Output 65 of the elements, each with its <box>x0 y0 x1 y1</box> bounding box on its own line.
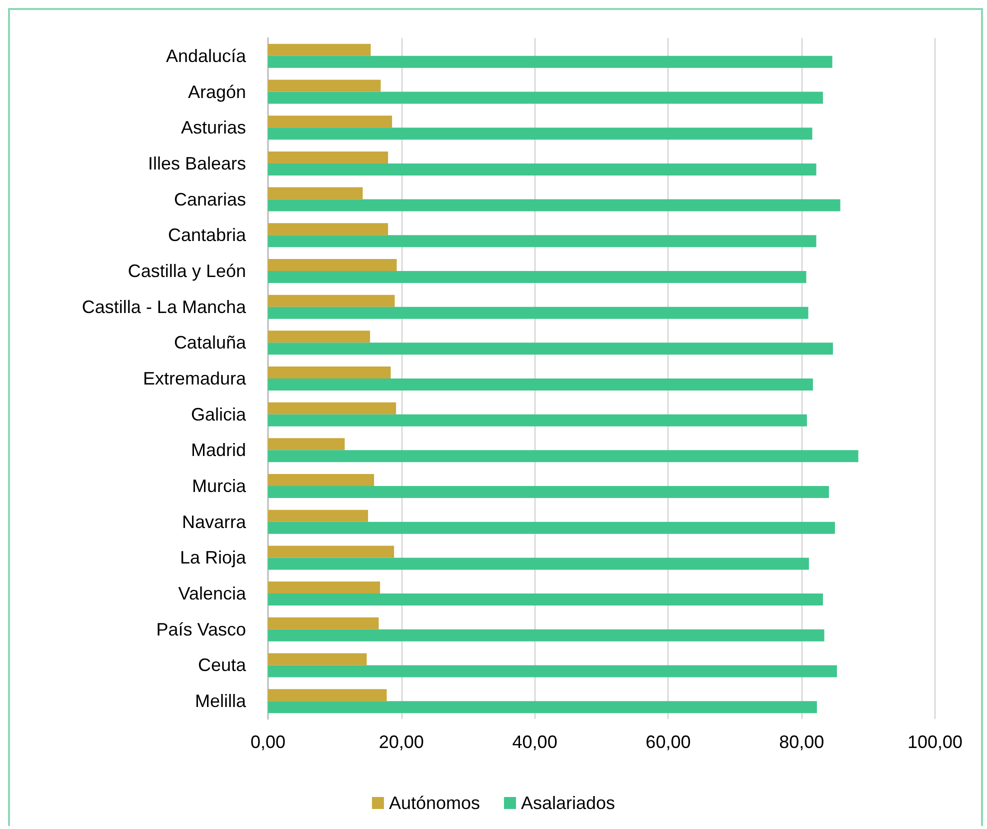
y-tick-label: Murcia <box>192 476 247 496</box>
y-tick-label: Illes Balears <box>148 153 246 174</box>
y-tick-label: Andalucía <box>166 46 247 66</box>
y-tick-label: Aragón <box>188 82 246 102</box>
bar <box>268 414 807 426</box>
bar <box>268 56 832 68</box>
bar <box>268 617 379 630</box>
bar <box>268 163 816 176</box>
y-tick-label: Navarra <box>182 512 247 532</box>
bar <box>268 223 388 236</box>
bar <box>268 44 371 56</box>
bar <box>268 665 837 678</box>
bar <box>268 594 823 606</box>
y-tick-label: Madrid <box>190 440 246 460</box>
bar <box>268 187 363 200</box>
x-tick-label: 40,00 <box>512 732 558 752</box>
bar <box>268 128 812 140</box>
bar <box>268 330 370 343</box>
y-tick-label: Canarias <box>174 189 246 210</box>
bar <box>268 151 388 164</box>
bar <box>268 486 829 498</box>
y-tick-label: La Rioja <box>180 548 247 568</box>
y-tick-label: País Vasco <box>156 619 246 640</box>
y-tick-label: Valencia <box>178 584 247 604</box>
bar <box>268 510 368 522</box>
legend-label: Autónomos <box>388 793 480 813</box>
y-tick-label: Cataluña <box>174 332 247 353</box>
bar <box>268 522 835 534</box>
y-tick-label: Cantabria <box>168 225 247 246</box>
bar <box>268 629 824 642</box>
y-tick-label: Castilla - La Mancha <box>82 296 247 317</box>
x-tick-label: 0,00 <box>250 732 286 752</box>
x-tick-label: 100,00 <box>907 732 963 752</box>
y-tick-label: Castilla y León <box>128 260 246 281</box>
bar <box>268 342 833 355</box>
bar <box>268 689 387 702</box>
x-tick-label: 60,00 <box>646 732 691 752</box>
x-tick-label: 80,00 <box>779 732 824 752</box>
bar <box>268 450 858 462</box>
bar <box>268 366 391 378</box>
bar <box>268 199 840 212</box>
bar <box>268 258 397 271</box>
bar <box>268 235 816 248</box>
bar <box>268 474 374 486</box>
bar <box>268 306 808 319</box>
bar <box>268 402 396 414</box>
bar <box>268 653 367 666</box>
bar <box>268 378 813 390</box>
bar <box>268 558 809 570</box>
bar <box>268 270 806 283</box>
bar <box>268 701 817 714</box>
bar <box>268 116 392 128</box>
bar <box>268 546 394 558</box>
bar <box>268 438 345 450</box>
x-tick-label: 20,00 <box>378 732 424 752</box>
y-tick-label: Galicia <box>190 404 247 424</box>
legend-label: Asalariados <box>521 793 616 813</box>
y-tick-label: Asturias <box>180 118 246 138</box>
bar <box>268 80 381 92</box>
bar <box>268 294 395 307</box>
y-tick-label: Melilla <box>194 691 247 712</box>
y-tick-label: Ceuta <box>198 655 247 676</box>
bar <box>268 92 823 104</box>
y-tick-label: Extremadura <box>142 368 247 388</box>
bar <box>268 582 380 594</box>
